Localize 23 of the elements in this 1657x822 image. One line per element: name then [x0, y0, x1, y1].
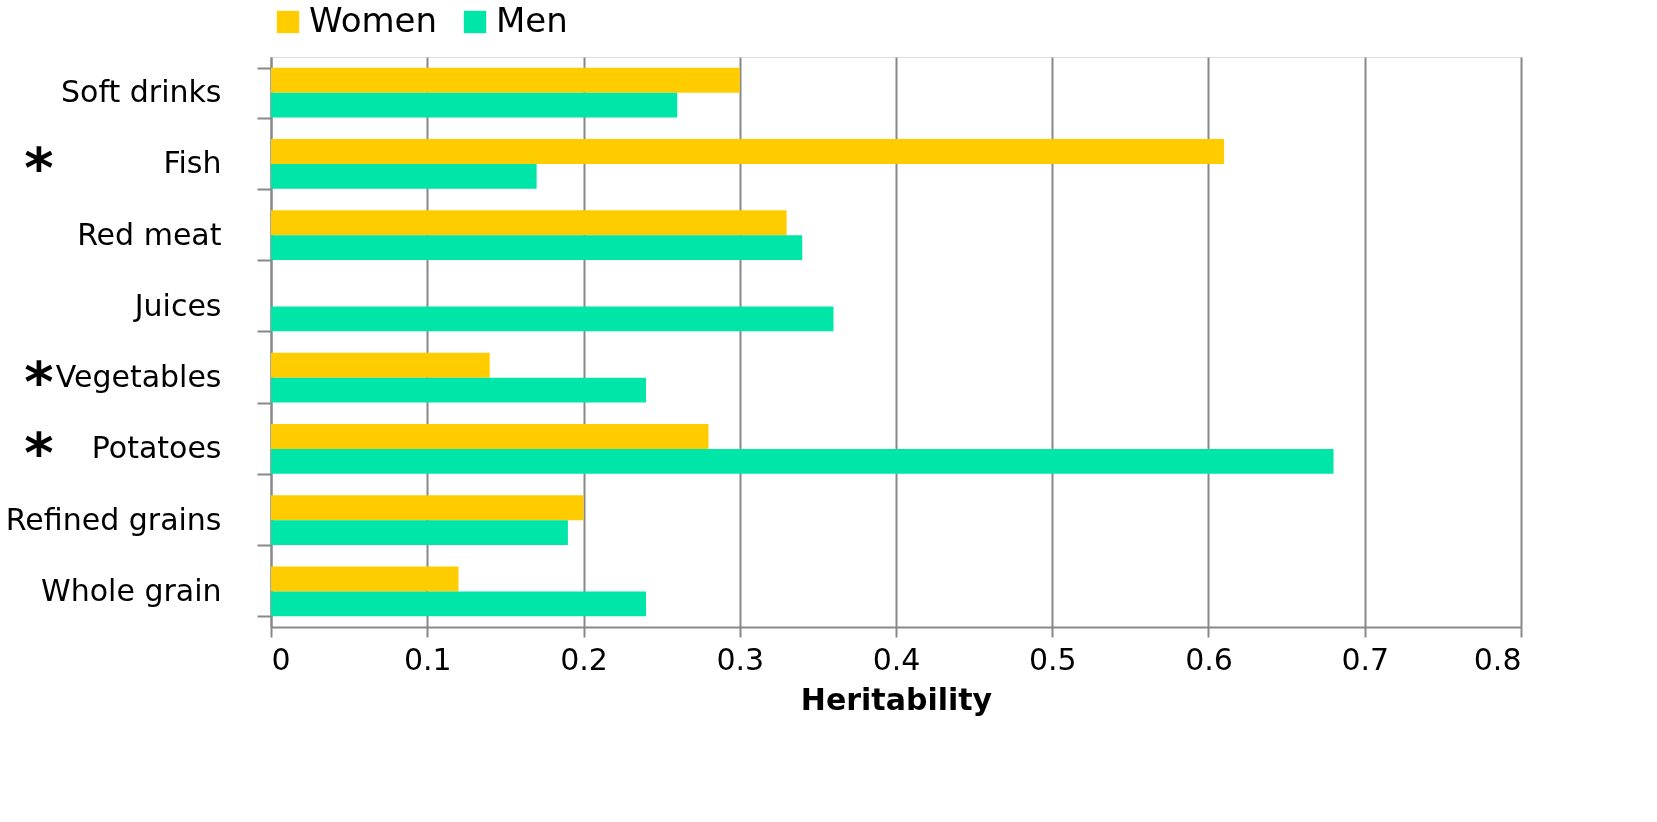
y-tick-label: Fish: [163, 145, 222, 181]
y-tick-label: Juices: [132, 287, 222, 323]
y-tick-label: Vegetables: [55, 359, 222, 395]
text: *: [24, 419, 54, 485]
x-tick-label: 0.1: [403, 641, 452, 677]
x-tick-label: 0.6: [1185, 641, 1233, 677]
x-tick-label: 0.4: [872, 641, 921, 677]
text: *: [24, 348, 54, 414]
x-tick-label: 0.7: [1341, 641, 1390, 677]
y-tick-label: Potatoes: [91, 430, 222, 466]
x-tick-label: 0.8: [1473, 641, 1522, 677]
x-tick-label: 0.5: [1028, 641, 1077, 677]
x-axis-title: Heritability: [800, 681, 993, 717]
legend-label: Men: [496, 0, 568, 40]
text: *: [24, 134, 54, 200]
x-tick-label: 0.2: [560, 641, 608, 677]
y-tick-label: Soft drinks: [61, 74, 222, 110]
y-tick-label: Red meat: [77, 216, 222, 252]
x-tick-label: 0.3: [716, 641, 765, 677]
y-tick-label: Whole grain: [41, 572, 222, 608]
y-tick-label: Refined grains: [5, 501, 222, 537]
legend-label: Women: [309, 0, 438, 40]
x-tick-label: 0: [271, 641, 291, 677]
